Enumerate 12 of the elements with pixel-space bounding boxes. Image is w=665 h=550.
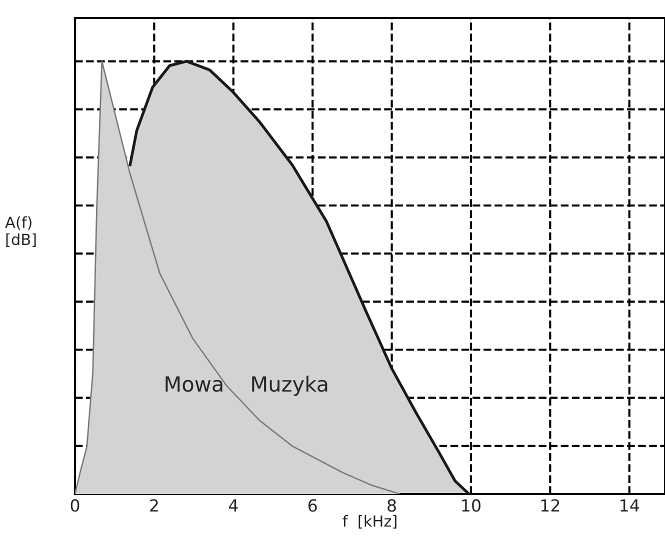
y-axis-title: A(f) [dB]: [5, 216, 36, 247]
x-tick-label: 10: [462, 499, 480, 512]
x-tick-label: 6: [308, 499, 317, 512]
x-axis-title: f [kHz]: [342, 514, 396, 529]
x-tick-label: 12: [541, 499, 560, 512]
x-tick-label: 8: [388, 499, 396, 512]
x-tick-label: 0: [70, 499, 80, 512]
x-tick-label: 4: [228, 499, 238, 512]
x-tick-label: 14: [620, 499, 640, 512]
series-label: Mowa: [166, 376, 222, 392]
x-tick-label: 2: [150, 499, 158, 512]
series-label: Muzyka: [252, 376, 328, 396]
